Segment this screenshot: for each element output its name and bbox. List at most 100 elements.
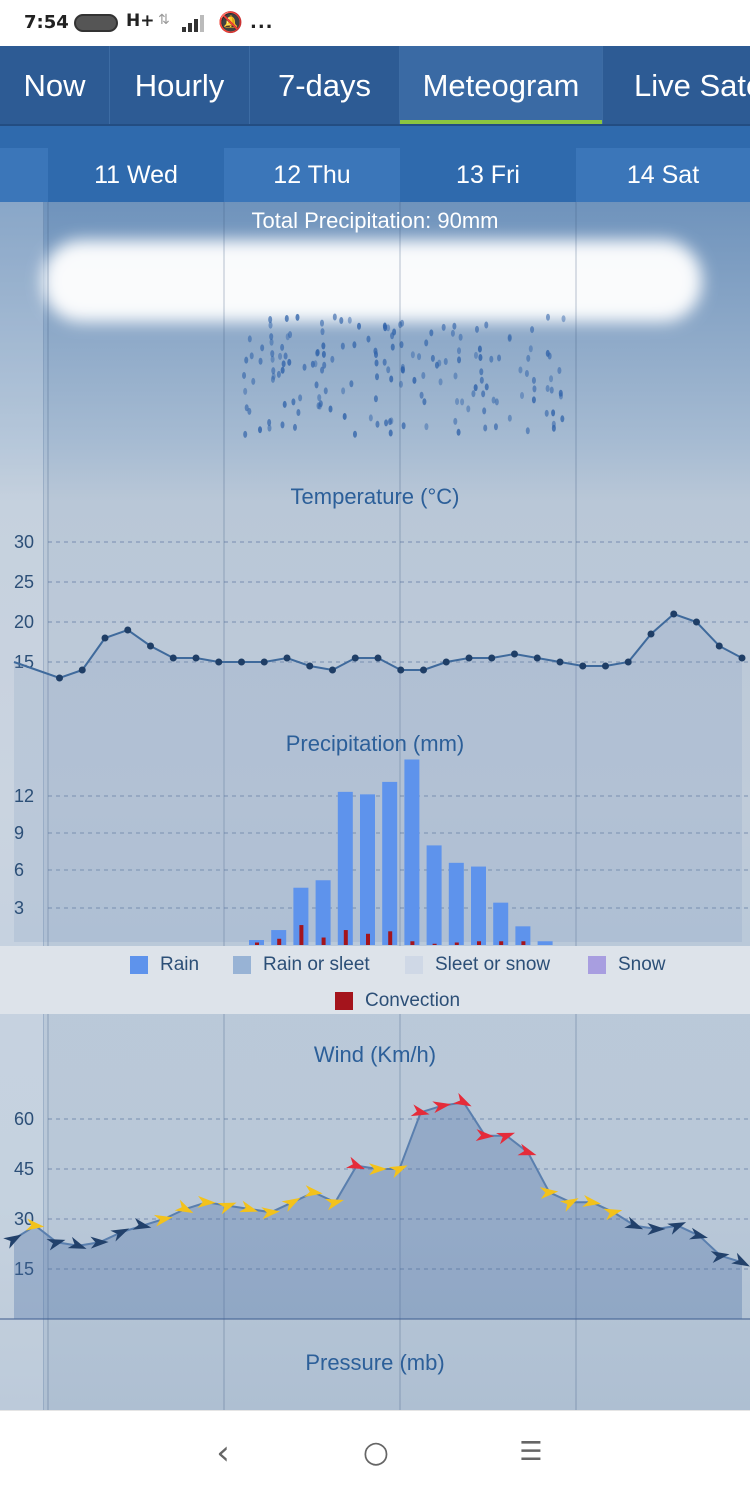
wind-direction-icon: [667, 1222, 687, 1235]
tab-now[interactable]: Now: [0, 46, 110, 124]
rain-bar: [315, 880, 331, 945]
wind-direction-icon: [197, 1195, 216, 1208]
battery-icon: [74, 14, 118, 32]
rain-drop: [422, 398, 427, 406]
rain-drop: [466, 405, 471, 413]
rain-bar: [493, 902, 509, 945]
rain-drop: [528, 345, 533, 353]
wind-direction-icon: [539, 1187, 559, 1200]
back-button[interactable]: ‹: [216, 1433, 230, 1473]
temperature-point: [738, 654, 746, 662]
day-thu[interactable]: 12 Thu: [224, 148, 400, 202]
wind-direction-icon: [647, 1223, 666, 1235]
rain-drop: [544, 409, 549, 417]
wind-chart: [3, 1092, 750, 1319]
temperature-point: [488, 654, 496, 662]
temperature-point: [56, 674, 63, 682]
rain-drop: [530, 326, 535, 334]
menu-button[interactable]: ☰: [519, 1437, 543, 1467]
rain-drop: [424, 339, 429, 347]
rain-drop: [318, 400, 323, 408]
legend-label: Rain or sleet: [263, 954, 370, 975]
rain-swatch: [130, 956, 148, 974]
tab-meteogram[interactable]: Meteogram: [400, 46, 603, 124]
tab-live-satellite[interactable]: Live Sate: [634, 68, 750, 103]
rain-drops-icon: [242, 313, 566, 438]
rain-drop: [545, 384, 550, 392]
convection-bar: [499, 941, 504, 945]
rain-drop: [339, 317, 344, 325]
total-precipitation: Total Precipitation: 90mm: [251, 208, 499, 233]
rain-drop: [319, 319, 324, 327]
wind-tick: 60: [14, 1109, 35, 1129]
wind-direction-icon: [261, 1207, 280, 1220]
rain-drop: [352, 341, 357, 349]
tab-7-days[interactable]: 7-days: [250, 46, 400, 124]
rain-drop: [315, 349, 320, 357]
rain-drop: [386, 366, 391, 374]
temperature-point: [602, 662, 609, 670]
temp-tick: 25: [14, 572, 35, 592]
rain-drop: [507, 414, 512, 422]
rain-drop: [320, 328, 325, 336]
rain-drop: [551, 420, 556, 428]
rain-drop: [332, 313, 337, 321]
precip-tick: 3: [14, 898, 25, 918]
temperature-point: [624, 658, 632, 666]
rain-drop: [438, 378, 443, 386]
rain-drop: [302, 363, 307, 371]
rain-drop: [323, 387, 328, 395]
day-sat[interactable]: 14 Sat: [576, 148, 750, 202]
day-wed[interactable]: 11 Wed: [94, 160, 178, 189]
convection-swatch: [335, 992, 353, 1010]
rain-drop: [532, 385, 537, 393]
rain-drop: [278, 352, 283, 360]
rain-bar: [271, 930, 287, 945]
precipitation-legend: Rain Rain or sleet Sleet or snow Snow Co…: [0, 946, 750, 1014]
rain-drop: [292, 423, 297, 431]
rain-drop: [473, 384, 478, 392]
rain-drop: [412, 376, 417, 384]
convection-bar: [410, 941, 415, 945]
rain-drop: [520, 392, 525, 400]
rain-drop: [375, 420, 380, 428]
convection-bar: [343, 930, 348, 945]
rain-drop: [401, 422, 406, 430]
rain-drop: [247, 407, 252, 415]
rain-bar: [515, 926, 531, 945]
temperature-point: [579, 662, 587, 670]
wind-direction-icon: [559, 1198, 579, 1212]
rain-drop: [322, 361, 327, 369]
legend-label: Snow: [618, 954, 666, 975]
rain-drop: [489, 355, 494, 363]
legend-rain-or-sleet: Rain or sleet: [233, 954, 370, 976]
temperature-point: [670, 610, 678, 618]
meteogram[interactable]: Total Precipitation: 90mm Temperature (°…: [0, 202, 750, 1410]
temperature-point: [147, 642, 154, 650]
tab-hourly[interactable]: Hourly: [110, 46, 250, 124]
rain-drop: [382, 322, 387, 330]
rain-drop: [314, 381, 319, 389]
rain-drop: [549, 375, 554, 383]
rain-drop: [437, 359, 442, 367]
rain-drop: [455, 398, 460, 406]
temperature-point: [78, 666, 86, 674]
temperature-point: [647, 630, 655, 638]
rain-drop: [429, 329, 434, 337]
rain-drop: [368, 414, 373, 422]
rain-bar: [382, 781, 398, 945]
rain-bar: [360, 794, 375, 945]
wind-direction-icon: [432, 1101, 452, 1114]
rain-drop: [471, 390, 476, 398]
rain-drop: [417, 353, 422, 361]
legend-label: Sleet or snow: [435, 954, 551, 975]
rain-drop: [388, 418, 393, 426]
day-fri[interactable]: 13 Fri: [456, 160, 520, 189]
temperature-point: [420, 666, 427, 674]
home-button[interactable]: ○: [362, 1435, 390, 1470]
rain-drop: [269, 333, 274, 341]
rain-drop: [481, 390, 486, 398]
temperature-point: [238, 658, 245, 666]
temperature-area: [14, 614, 742, 942]
wind-direction-icon: [452, 1092, 472, 1107]
